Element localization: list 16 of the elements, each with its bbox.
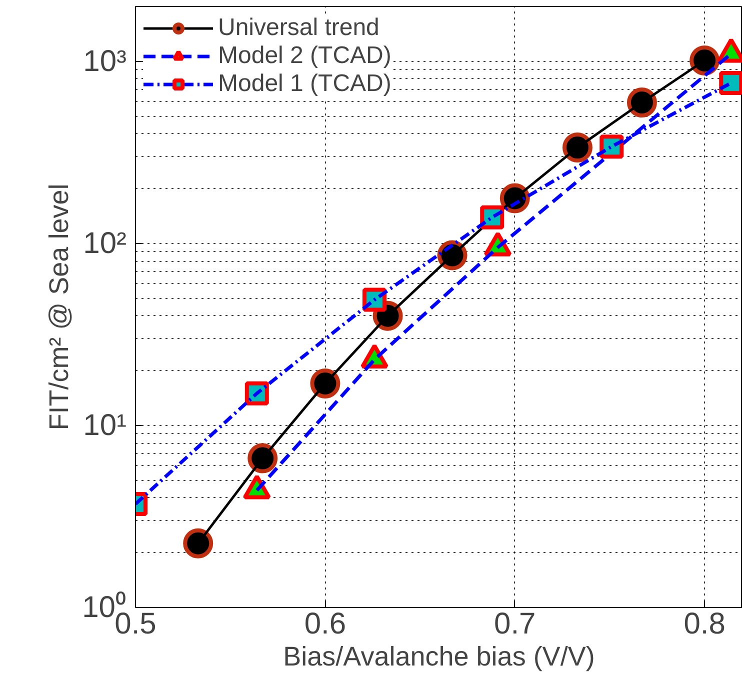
point — [248, 443, 278, 474]
y-tick-label: 10³ — [83, 44, 127, 78]
legend-label: Universal trend — [218, 14, 380, 42]
y-tick-label: 10¹ — [83, 408, 127, 442]
point — [626, 88, 657, 118]
x-axis-title: Bias/Avalanche bias (V/V) — [283, 642, 595, 672]
x-tick-label: 0.6 — [304, 608, 346, 640]
point — [562, 132, 592, 163]
x-tick-label: 0.7 — [494, 608, 536, 640]
legend-label: Model 2 (TCAD) — [218, 42, 392, 70]
x-tick-label: 0.8 — [684, 608, 726, 640]
y-tick-label: 10² — [83, 226, 127, 260]
point — [183, 528, 214, 558]
point — [310, 368, 340, 398]
y-axis-title: FIT/cm² @ Sea level — [44, 184, 74, 430]
legend-label: Model 1 (TCAD) — [218, 70, 392, 98]
